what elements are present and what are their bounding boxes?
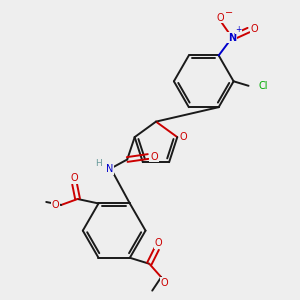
Text: O: O (71, 173, 78, 183)
Text: O: O (251, 24, 258, 34)
Text: H: H (95, 160, 102, 169)
Text: O: O (160, 278, 168, 288)
Text: Cl: Cl (258, 81, 268, 91)
Text: +: + (236, 25, 242, 34)
Text: −: − (225, 8, 233, 18)
Text: O: O (51, 200, 59, 210)
Text: O: O (216, 13, 224, 22)
Text: N: N (106, 164, 113, 174)
Text: O: O (179, 132, 187, 142)
Text: O: O (150, 152, 158, 161)
Text: N: N (228, 32, 236, 43)
Text: O: O (154, 238, 162, 248)
